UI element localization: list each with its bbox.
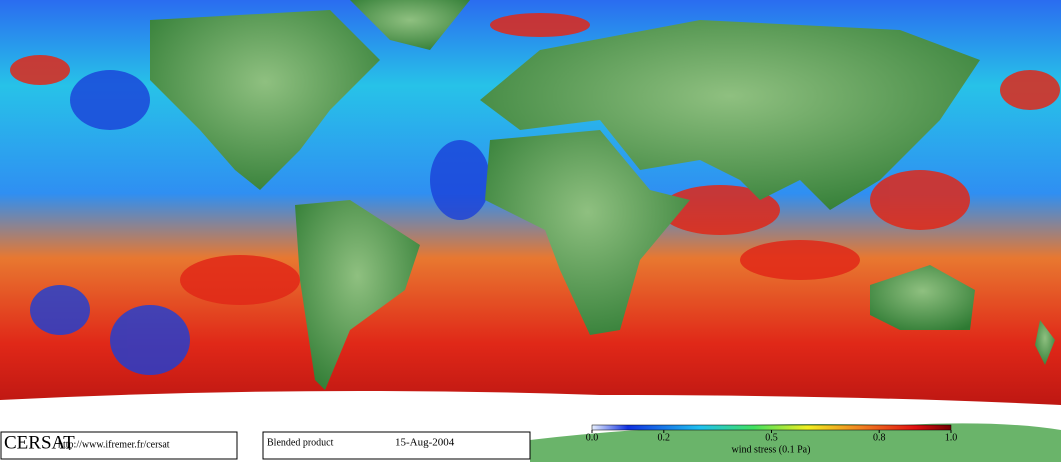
continents bbox=[150, 0, 1055, 390]
colorbar bbox=[591, 424, 952, 431]
low-wind-areas bbox=[30, 70, 490, 375]
colorbar-tick-label: 0.2 bbox=[658, 432, 671, 443]
url: http://www.ifremer.fr/cersat bbox=[58, 439, 170, 450]
colorbar-tick-label: 0.8 bbox=[873, 432, 886, 443]
colorbar-tick-label: 0.0 bbox=[586, 432, 599, 443]
footer: CERSAT http://www.ifremer.fr/cersat Blen… bbox=[0, 424, 958, 460]
product-box bbox=[262, 431, 531, 460]
colorbar-tick-label: 1.0 bbox=[945, 432, 958, 443]
info-box bbox=[0, 431, 238, 460]
colorbar-ticks: 0.0 0.2 0.5 0.8 1.0 bbox=[586, 430, 958, 443]
product: Blended product bbox=[267, 437, 334, 448]
colorbar-label: wind stress (0.1 Pa) bbox=[732, 444, 811, 455]
antarctica-terrain bbox=[530, 423, 1061, 462]
logo: CERSAT bbox=[4, 432, 75, 453]
date: 15-Aug-2004 bbox=[395, 437, 455, 449]
colorbar-tick-label: 0.5 bbox=[765, 432, 778, 443]
high-wind-areas bbox=[10, 13, 1060, 305]
